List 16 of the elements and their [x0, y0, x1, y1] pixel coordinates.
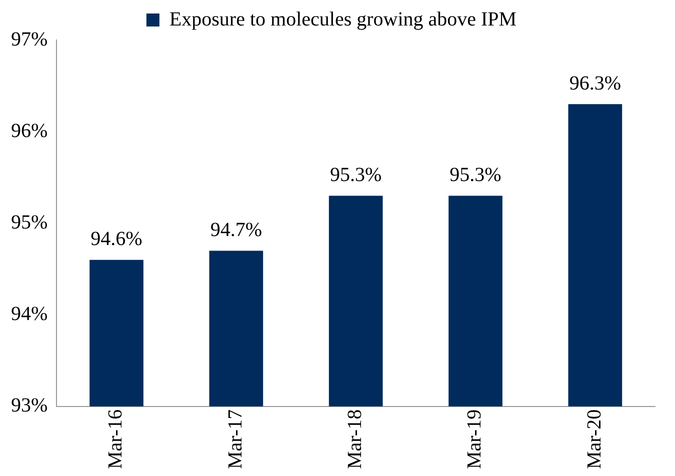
text: 95.3% [450, 164, 502, 186]
text: 94.7% [210, 218, 262, 241]
y-tick-label: 94% [10, 303, 48, 326]
y-tick-label: 93% [10, 394, 48, 417]
text: 95.3% [330, 164, 382, 186]
text: 96.3% [569, 72, 621, 94]
y-tick-label: 97% [10, 28, 48, 50]
x-tick-label: Mar-19 [464, 409, 486, 470]
x-tick-label: Mar-18 [344, 409, 366, 470]
x-tick-label: Mar-16 [104, 409, 127, 470]
text: 94.6% [90, 228, 142, 250]
y-tick-label: 96% [10, 120, 48, 142]
legend-label: Exposure to molecules growing above IPM [169, 8, 517, 30]
y-tick-label: 95% [10, 211, 48, 234]
x-tick-label: Mar-17 [224, 409, 246, 470]
x-tick-label: Mar-20 [583, 409, 606, 470]
